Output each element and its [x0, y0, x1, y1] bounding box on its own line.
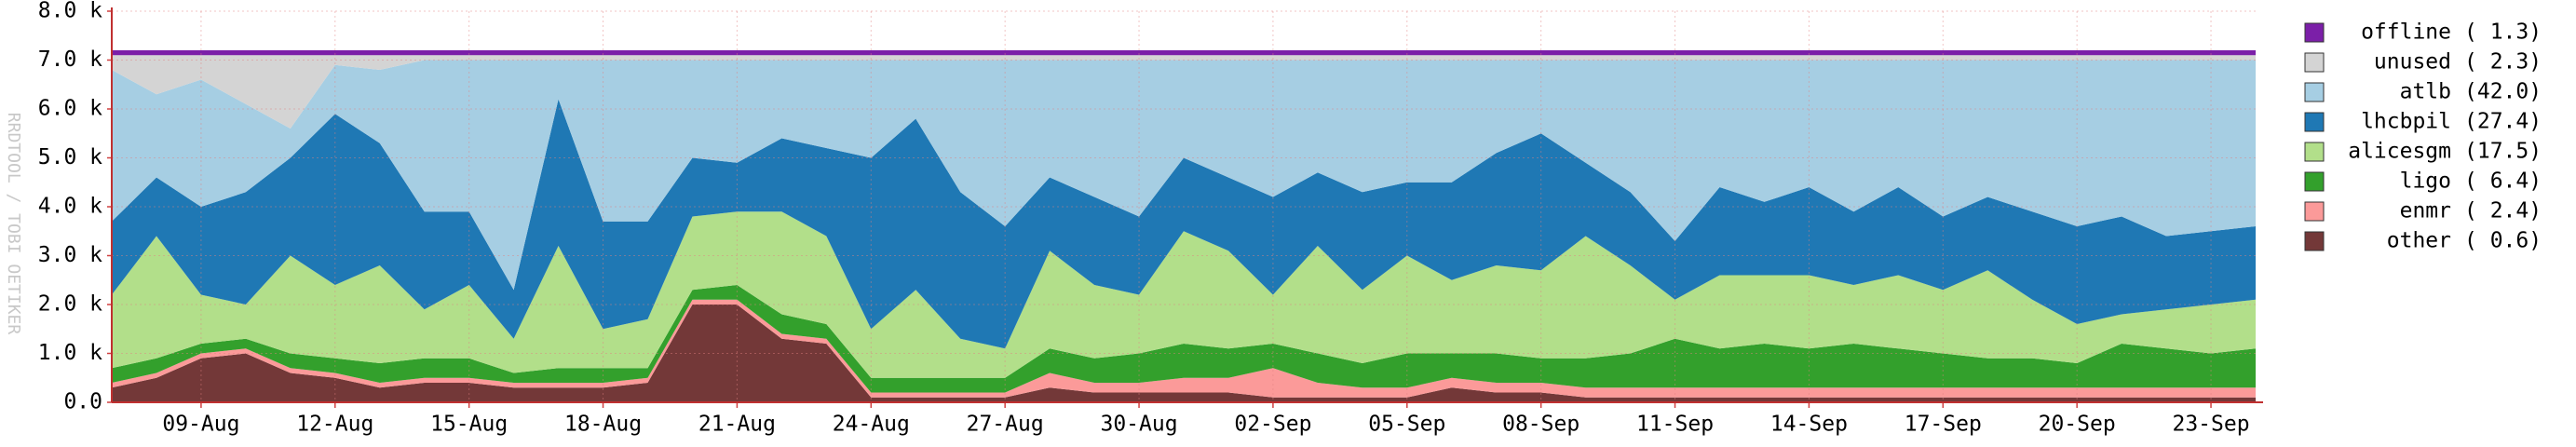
legend-swatch [2304, 201, 2325, 222]
area-offline [112, 50, 2256, 56]
x-tick-label: 09-Aug [162, 413, 239, 437]
x-tick-label: 11-Sep [1636, 413, 1714, 437]
y-tick-label: 6.0 k [38, 97, 102, 121]
y-tick-label: 7.0 k [38, 47, 102, 72]
legend-value: (17.5) [2464, 140, 2542, 164]
x-tick-label: 24-Aug [833, 413, 910, 437]
x-tick-label: 08-Sep [1502, 413, 1579, 437]
legend-value: ( 6.4) [2464, 169, 2542, 194]
legend-swatch [2304, 52, 2325, 73]
legend-swatch [2304, 171, 2325, 192]
area-alicesgm [112, 211, 2256, 378]
x-tick-label: 23-Sep [2172, 413, 2249, 437]
x-tick-label: 20-Sep [2039, 413, 2116, 437]
legend-value: ( 1.3) [2464, 20, 2542, 45]
legend-value: (27.4) [2464, 110, 2542, 134]
y-tick-label: 5.0 k [38, 145, 102, 169]
y-tick-label: 0.0 [63, 390, 102, 414]
legend-label: ligo [2400, 169, 2451, 194]
x-tick-label: 02-Sep [1234, 413, 1311, 437]
legend-label: unused [2374, 50, 2451, 74]
y-tick-label: 4.0 k [38, 195, 102, 219]
legend-label: other [2387, 229, 2451, 253]
legend-label: offline [2361, 20, 2451, 45]
legend-label: atlb [2400, 80, 2451, 104]
watermark: RRDTOOL / TOBI OETIKER [4, 113, 23, 335]
x-tick-label: 21-Aug [698, 413, 776, 437]
x-tick-label: 12-Aug [296, 413, 373, 437]
legend-swatch [2304, 231, 2325, 251]
y-tick-label: 8.0 k [38, 0, 102, 23]
legend-value: ( 2.4) [2464, 199, 2542, 224]
legend-value: ( 2.3) [2464, 50, 2542, 74]
x-tick-label: 05-Sep [1368, 413, 1445, 437]
area-other [112, 305, 2256, 402]
area-atlb [112, 60, 2256, 291]
legend-swatch [2304, 82, 2325, 102]
legend-label: enmr [2400, 199, 2451, 224]
x-tick-label: 15-Aug [430, 413, 508, 437]
y-tick-label: 3.0 k [38, 243, 102, 267]
y-tick-label: 1.0 k [38, 341, 102, 365]
legend-swatch [2304, 142, 2325, 162]
x-tick-label: 18-Aug [564, 413, 642, 437]
legend-swatch [2304, 112, 2325, 132]
x-tick-label: 17-Sep [1905, 413, 1982, 437]
legend-value: (42.0) [2464, 80, 2542, 104]
area-ligo [112, 285, 2256, 393]
x-tick-label: 30-Aug [1100, 413, 1177, 437]
legend-label: lhcbpil [2361, 110, 2451, 134]
x-tick-label: 27-Aug [967, 413, 1044, 437]
y-tick-label: 2.0 k [38, 292, 102, 317]
area-lhcbpil [112, 99, 2256, 349]
legend-label: alicesgm [2348, 140, 2451, 164]
legend-swatch [2304, 22, 2325, 43]
area-unused [112, 55, 2256, 129]
x-tick-label: 14-Sep [1770, 413, 1848, 437]
legend-value: ( 0.6) [2464, 229, 2542, 253]
